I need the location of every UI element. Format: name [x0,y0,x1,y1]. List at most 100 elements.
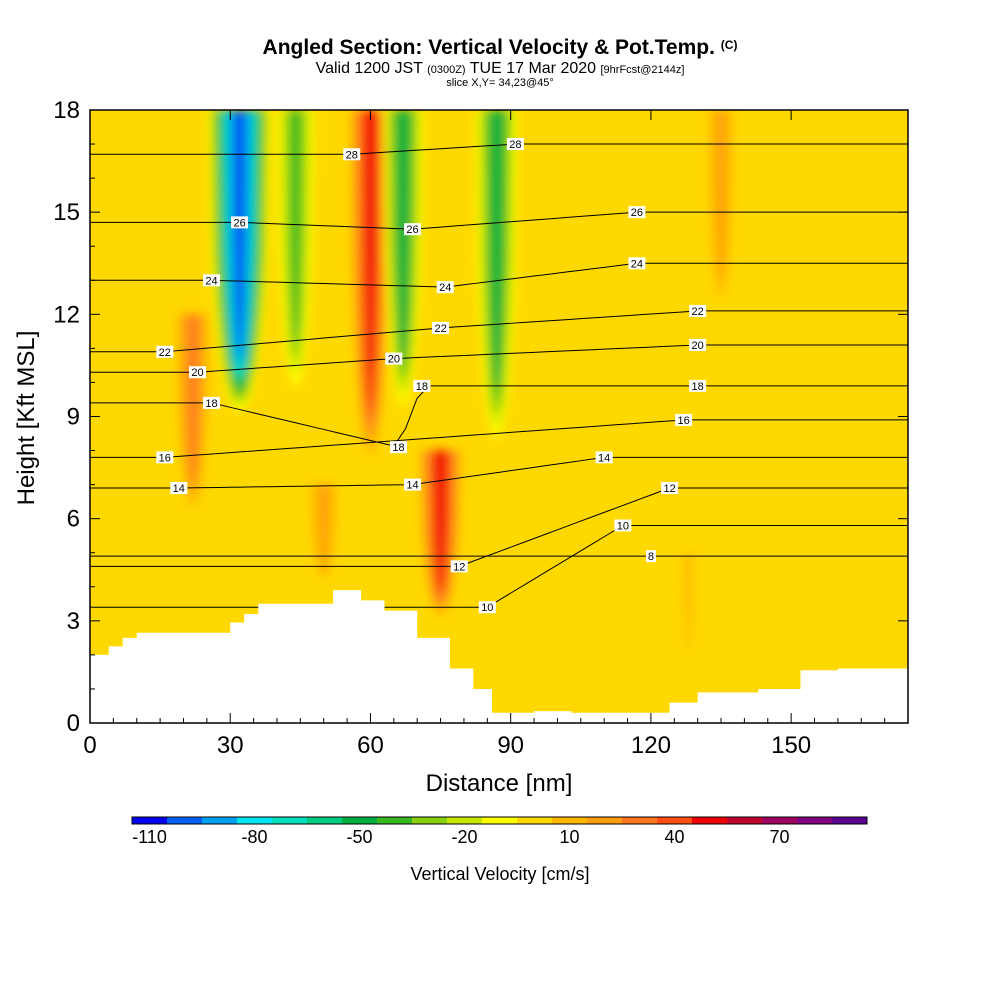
contour-label: 26 [404,223,422,236]
valid-date: TUE 17 Mar 2020 [469,60,597,77]
contour-label: 20 [189,366,207,379]
contour-label: 12 [450,560,468,573]
colorbar-tick-label: -50 [346,827,372,847]
colorbar-label: Vertical Velocity [cm/s] [410,864,589,884]
colorbar-tick-label: 40 [664,827,684,847]
contour-label: 18 [689,379,707,393]
x-tick-label: 30 [217,732,244,759]
contour-label-text: 28 [346,149,358,161]
colorbar-tick-label: 10 [559,827,579,847]
chart-title-unit: (C) [720,38,738,52]
colorbar-swatch [342,817,378,824]
contour-label-bg [156,451,174,464]
contour-label-text: 16 [678,415,690,427]
contour-label-text: 22 [159,347,171,359]
contour-label-text: 16 [159,452,171,464]
contour-label-bg [645,550,656,563]
contour-label: 18 [203,396,221,410]
velocity-band [716,110,726,278]
theta-contour [90,344,908,373]
contour-label-bg [689,304,707,317]
colorbar-swatch [377,817,413,824]
contour-label: 26 [628,206,646,219]
contour-label-text: 14 [173,483,185,495]
contour-label: 20 [689,338,707,352]
contour-label-bg [595,451,613,464]
contour-label: 14 [170,482,188,495]
contour-label-bg [506,138,524,151]
contour-label: 24 [203,274,221,287]
contour-label: 18 [413,379,431,393]
x-tick-label: 90 [497,732,524,759]
forecast-tag: [9hrFcst@2144z] [600,64,685,76]
contour-label-text: 28 [509,139,521,151]
contour-label-bg [390,441,408,454]
theta-contour [90,310,908,353]
y-tick-label: 15 [53,199,80,226]
y-axis-label: Height [Kft MSL] [13,331,40,506]
contour-label-bg [189,366,207,379]
contour-label-bg [404,223,422,236]
contour-label: 14 [595,451,613,464]
contour-label-bg [675,413,693,426]
colorbar-tick-label: -110 [132,827,167,847]
contour-label-text: 24 [631,258,643,270]
contour-label: 24 [628,257,646,270]
valid-utc: (0300Z) [427,64,466,76]
colorbar-swatch [587,817,623,824]
x-tick-label: 150 [771,732,811,759]
contour-label-bg [385,352,403,365]
contour-label-text: 20 [388,354,400,366]
colorbar-swatch [412,817,448,824]
chart-title-text: Angled Section: Vertical Velocity & Pot.… [262,36,715,59]
theta-contour [90,211,908,230]
colorbar-swatch [447,817,483,824]
contour-label-text: 22 [434,323,446,335]
x-axis-label: Distance [nm] [426,770,573,797]
contour-label-text: 8 [648,551,654,563]
colorbar-swatch [552,817,588,824]
contour-label-text: 22 [692,306,704,318]
contour-label: 18 [390,441,408,454]
contour-label-text: 18 [392,442,404,454]
contour-label-text: 26 [406,224,418,236]
theta-contour [90,524,908,608]
contour-label: 28 [506,138,524,151]
contour-label-bg [628,206,646,219]
contour-label-text: 14 [406,480,418,492]
contour-label-text: 10 [617,520,629,532]
colorbar-swatch [692,817,728,824]
contour-label: 22 [156,345,174,359]
theta-contour [90,456,908,489]
y-tick-label: 6 [67,506,80,533]
contour-label: 10 [614,519,632,532]
velocity-band [365,110,376,404]
valid-time: Valid 1200 JST [315,60,423,77]
contour-label-text: 24 [205,275,217,287]
contour-label-bg [404,478,422,491]
contour-label-text: 12 [663,483,675,495]
contour-label-bg [203,274,221,287]
contour-label-text: 10 [481,602,493,614]
colorbar-tick-label: -80 [241,827,267,847]
contour-label-text: 18 [205,398,217,410]
contour-label: 26 [231,216,249,229]
contour-label-bg [231,216,249,229]
colorbar-swatch [167,817,203,824]
colorbar-tick-label: -20 [451,827,477,847]
contour-label-bg [661,482,679,495]
chart-title: Angled Section: Vertical Velocity & Pot.… [0,36,1000,60]
contour-label: 12 [661,482,679,495]
contour-label-bg [689,338,707,351]
terrain-shape [90,590,908,723]
velocity-band [319,484,329,569]
contour-label-text: 26 [233,217,245,229]
colorbar-swatch [482,817,518,824]
velocity-band [397,110,409,362]
contour-label-text: 14 [598,452,610,464]
colorbar: -110 -80 -50 -20 10 40 70 [131,816,868,847]
colorbar-swatch [797,817,833,824]
contour-label: 24 [436,281,454,294]
colorbar-swatch [727,817,763,824]
